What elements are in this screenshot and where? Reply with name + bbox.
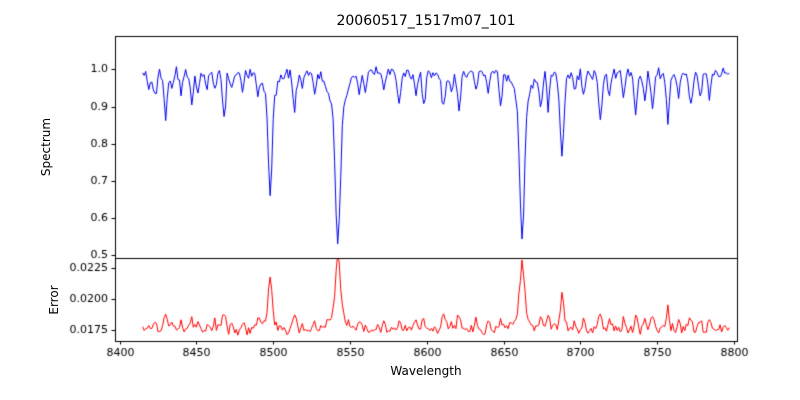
y-axis-label-error: Error (47, 285, 61, 315)
y-axis-label-spectrum: Spectrum (39, 117, 53, 177)
chart-title: 20060517_1517m07_101 (336, 13, 516, 29)
x-axis-label: Wavelength (390, 364, 462, 378)
